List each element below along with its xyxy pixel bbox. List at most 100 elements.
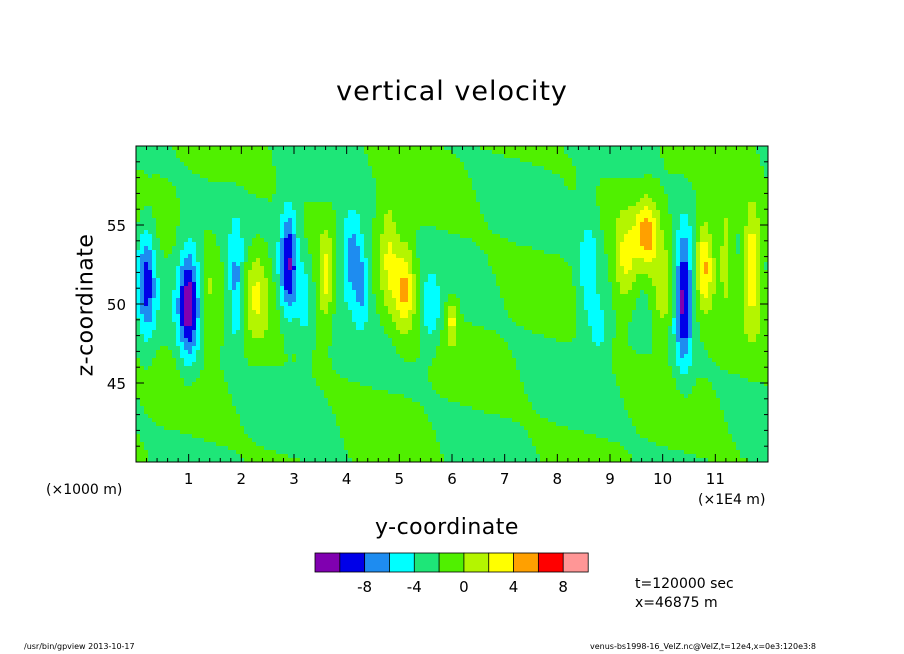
heatmap-cell xyxy=(156,166,161,171)
heatmap-cell xyxy=(644,242,649,247)
heatmap-cell xyxy=(568,246,573,251)
heatmap-cell xyxy=(344,182,349,187)
heatmap-cell xyxy=(676,190,681,195)
heatmap-cell xyxy=(736,174,741,179)
heatmap-cell xyxy=(272,226,277,231)
heatmap-cell xyxy=(316,194,321,199)
heatmap-cell xyxy=(456,210,461,215)
heatmap-cell xyxy=(676,242,681,247)
heatmap-cell xyxy=(136,158,141,163)
heatmap-cell xyxy=(628,218,633,223)
heatmap-cell xyxy=(348,194,353,199)
heatmap-cell xyxy=(196,162,201,167)
heatmap-cell xyxy=(604,266,609,271)
heatmap-cell xyxy=(348,218,353,223)
heatmap-cell xyxy=(468,230,473,235)
heatmap-cell xyxy=(200,198,205,203)
heatmap-cell xyxy=(400,146,405,151)
heatmap-cell xyxy=(416,246,421,251)
heatmap-cell xyxy=(308,266,313,271)
heatmap-cell xyxy=(200,222,205,227)
heatmap-cell xyxy=(244,226,249,231)
heatmap-cell xyxy=(596,266,601,271)
heatmap-cell xyxy=(700,206,705,211)
heatmap-cell xyxy=(328,166,333,171)
heatmap-cell xyxy=(664,238,669,243)
heatmap-cell xyxy=(652,150,657,155)
heatmap-cell xyxy=(580,210,585,215)
heatmap-cell xyxy=(664,246,669,251)
heatmap-cell xyxy=(596,262,601,267)
heatmap-cell xyxy=(212,174,217,179)
heatmap-cell xyxy=(456,218,461,223)
heatmap-cell xyxy=(532,214,537,219)
heatmap-cell xyxy=(704,174,709,179)
heatmap-cell xyxy=(188,154,193,159)
heatmap-cell xyxy=(296,158,301,163)
heatmap-cell xyxy=(304,170,309,175)
heatmap-cell xyxy=(744,158,749,163)
heatmap-cell xyxy=(724,194,729,199)
heatmap-cell xyxy=(268,234,273,239)
heatmap-cell xyxy=(368,214,373,219)
heatmap-cell xyxy=(156,246,161,251)
heatmap-cell xyxy=(204,266,209,271)
heatmap-cell xyxy=(656,154,661,159)
heatmap-cell xyxy=(248,242,253,247)
heatmap-cell xyxy=(228,250,233,255)
heatmap-cell xyxy=(596,186,601,191)
heatmap-cell xyxy=(160,194,165,199)
heatmap-cell xyxy=(420,230,425,235)
heatmap-cell xyxy=(436,214,441,219)
heatmap-cell xyxy=(564,170,569,175)
heatmap-cell xyxy=(404,150,409,155)
heatmap-cell xyxy=(384,270,389,275)
heatmap-cell xyxy=(188,174,193,179)
heatmap-cell xyxy=(564,154,569,159)
heatmap-cell xyxy=(636,214,641,219)
heatmap-cell xyxy=(456,222,461,227)
heatmap-cell xyxy=(704,154,709,159)
heatmap-cell xyxy=(704,198,709,203)
heatmap-cell xyxy=(444,194,449,199)
heatmap-cell xyxy=(364,262,369,267)
heatmap-cell xyxy=(608,238,613,243)
heatmap-cell xyxy=(180,202,185,207)
heatmap-cell xyxy=(568,146,573,151)
heatmap-cell xyxy=(660,266,665,271)
heatmap-cell xyxy=(452,234,457,239)
heatmap-cell xyxy=(468,198,473,203)
heatmap-cell xyxy=(580,262,585,267)
heatmap-cell xyxy=(144,150,149,155)
heatmap-cell xyxy=(184,170,189,175)
heatmap-cell xyxy=(440,210,445,215)
heatmap-cell xyxy=(632,242,637,247)
heatmap-cell xyxy=(496,198,501,203)
heatmap-cell xyxy=(208,246,213,251)
heatmap-cell xyxy=(248,254,253,259)
heatmap-cell xyxy=(760,258,765,263)
heatmap-cell xyxy=(600,202,605,207)
heatmap-cell xyxy=(604,154,609,159)
heatmap-cell xyxy=(692,190,697,195)
heatmap-cell xyxy=(348,182,353,187)
heatmap-cell xyxy=(428,270,433,275)
heatmap-cell xyxy=(284,218,289,223)
heatmap-cell xyxy=(580,170,585,175)
heatmap-cell xyxy=(492,210,497,215)
heatmap-cell xyxy=(476,242,481,247)
heatmap-cell xyxy=(180,270,185,275)
heatmap-cell xyxy=(608,250,613,255)
heatmap-cell xyxy=(232,246,237,251)
heatmap-cell xyxy=(620,186,625,191)
heatmap-cell xyxy=(736,162,741,167)
heatmap-cell xyxy=(272,230,277,235)
heatmap-cell xyxy=(332,270,337,275)
heatmap-cell xyxy=(144,214,149,219)
heatmap-cell xyxy=(416,238,421,243)
heatmap-cell xyxy=(616,222,621,227)
heatmap-cell xyxy=(684,230,689,235)
heatmap-cell xyxy=(756,254,761,259)
heatmap-cell xyxy=(520,194,525,199)
heatmap-cell xyxy=(532,182,537,187)
